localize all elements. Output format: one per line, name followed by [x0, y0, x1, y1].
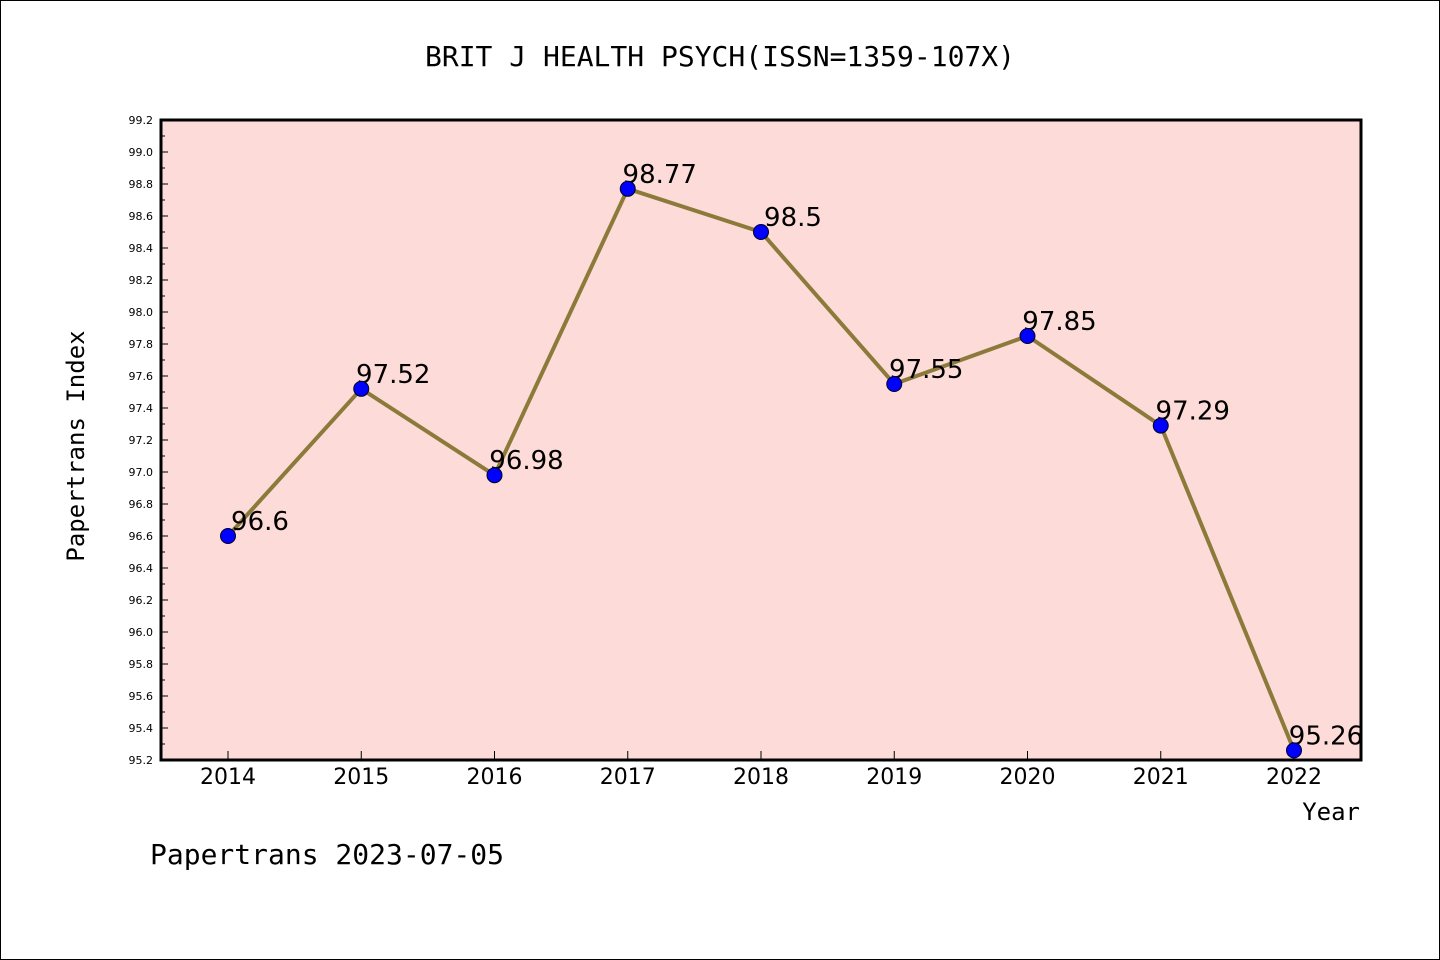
footer-text: Papertrans 2023-07-05 — [150, 838, 504, 871]
x-tick-label: 2020 — [1000, 765, 1056, 790]
x-tick-label: 2021 — [1133, 765, 1189, 790]
chart-title: BRIT J HEALTH PSYCH(ISSN=1359-107X) — [425, 40, 1015, 73]
y-tick-label: 97.4 — [129, 402, 154, 415]
x-tick-label: 2016 — [467, 765, 523, 790]
y-tick-label: 95.4 — [129, 722, 154, 735]
x-tick-label: 2019 — [866, 765, 922, 790]
x-tick-label: 2022 — [1266, 765, 1322, 790]
data-point — [886, 376, 903, 392]
data-point — [220, 528, 236, 544]
x-axis-label: Year — [1302, 798, 1360, 826]
y-tick-label: 99.0 — [129, 146, 154, 159]
y-tick-label: 97.2 — [129, 434, 154, 447]
data-label: 97.29 — [1156, 397, 1230, 427]
data-label: 95.26 — [1289, 721, 1363, 751]
y-tick-label: 96.6 — [129, 530, 154, 543]
y-tick-label: 97.8 — [129, 338, 154, 351]
y-tick-label: 98.6 — [129, 210, 154, 223]
x-tick-label: 2015 — [333, 765, 389, 790]
y-tick-label: 97.6 — [129, 370, 154, 383]
y-tick-label: 98.0 — [129, 306, 154, 319]
data-label: 98.77 — [623, 160, 697, 190]
data-label: 97.85 — [1022, 307, 1096, 337]
y-tick-label: 98.8 — [129, 178, 154, 191]
y-tick-label: 95.2 — [129, 754, 154, 767]
x-axis-ticks: 2014 2015 2016 2017 2018 2019 2020 2021 2022 — [200, 751, 1322, 790]
y-tick-label: 96.2 — [129, 594, 154, 607]
plot-border — [159, 118, 1363, 762]
x-tick-label: 2014 — [200, 765, 256, 790]
data-point — [1152, 417, 1169, 434]
y-tick-label: 95.6 — [129, 690, 154, 703]
y-tick-label: 99.2 — [129, 114, 154, 127]
data-point — [1286, 742, 1302, 759]
y-tick-label: 96.4 — [129, 562, 154, 575]
y-tick-label: 96.0 — [129, 626, 154, 639]
x-tick-label: 2017 — [600, 765, 656, 790]
data-label: 96.6 — [231, 507, 289, 537]
series-layer: 96.6 97.52 96.98 98.77 98.5 97.55 97.85 97.29 95… — [220, 160, 1363, 759]
data-label: 98.5 — [764, 203, 822, 233]
y-tick-label: 98.4 — [129, 242, 154, 255]
data-point — [486, 467, 503, 484]
y-axis-label: Papertrans Index — [62, 330, 90, 561]
data-label: 97.52 — [356, 360, 430, 390]
plot-area — [161, 120, 1361, 760]
y-tick-label: 95.8 — [129, 658, 154, 671]
data-label: 96.98 — [489, 446, 563, 476]
y-tick-label: 98.2 — [129, 274, 154, 287]
data-point — [619, 180, 636, 197]
data-point — [353, 380, 370, 397]
data-label: 97.55 — [889, 355, 963, 385]
data-point — [753, 224, 769, 240]
data-point — [1019, 328, 1036, 344]
y-tick-label: 96.8 — [129, 498, 154, 511]
y-tick-label: 97.0 — [129, 466, 154, 479]
x-tick-label: 2018 — [733, 765, 789, 790]
